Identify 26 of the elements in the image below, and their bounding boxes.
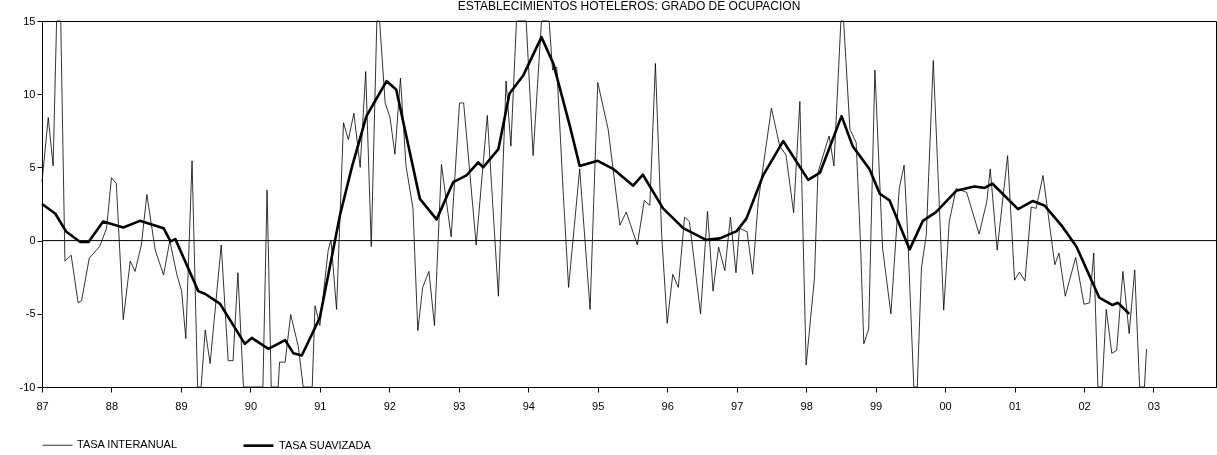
x-tick-label: 00 xyxy=(939,399,952,412)
x-tick-label: 98 xyxy=(800,399,813,412)
x-tick-label: 90 xyxy=(244,399,258,412)
legend-label: TASA INTERANUAL xyxy=(77,438,178,451)
x-tick-label: 87 xyxy=(36,399,49,412)
x-tick-label: 01 xyxy=(1008,399,1022,412)
x-tick-label: 99 xyxy=(869,399,883,412)
x-tick-label: 97 xyxy=(731,399,744,412)
x-tick-label: 91 xyxy=(314,399,327,412)
legend-label: TASA SUAVIZADA xyxy=(279,438,372,451)
y-tick-label: 10 xyxy=(23,87,36,100)
x-tick-label: 96 xyxy=(661,399,674,412)
x-tick-label: 93 xyxy=(453,399,466,412)
chart-title: ESTABLECIMIENTOS HOTELEROS: GRADO DE OCUPACION xyxy=(457,0,801,13)
x-tick-label: 03 xyxy=(1147,399,1161,412)
x-tick-label: 92 xyxy=(383,399,396,412)
x-tick-label: 89 xyxy=(175,399,188,412)
x-tick-label: 02 xyxy=(1078,399,1091,412)
y-tick-label: -5 xyxy=(25,307,36,320)
y-tick-label: 5 xyxy=(29,160,36,173)
x-tick-label: 94 xyxy=(522,399,535,412)
y-tick-label: 0 xyxy=(29,234,36,247)
y-tick-label: 15 xyxy=(23,14,36,27)
x-tick-label: 88 xyxy=(105,399,119,412)
x-tick-label: 95 xyxy=(592,399,605,412)
y-tick-label: -10 xyxy=(19,380,36,393)
